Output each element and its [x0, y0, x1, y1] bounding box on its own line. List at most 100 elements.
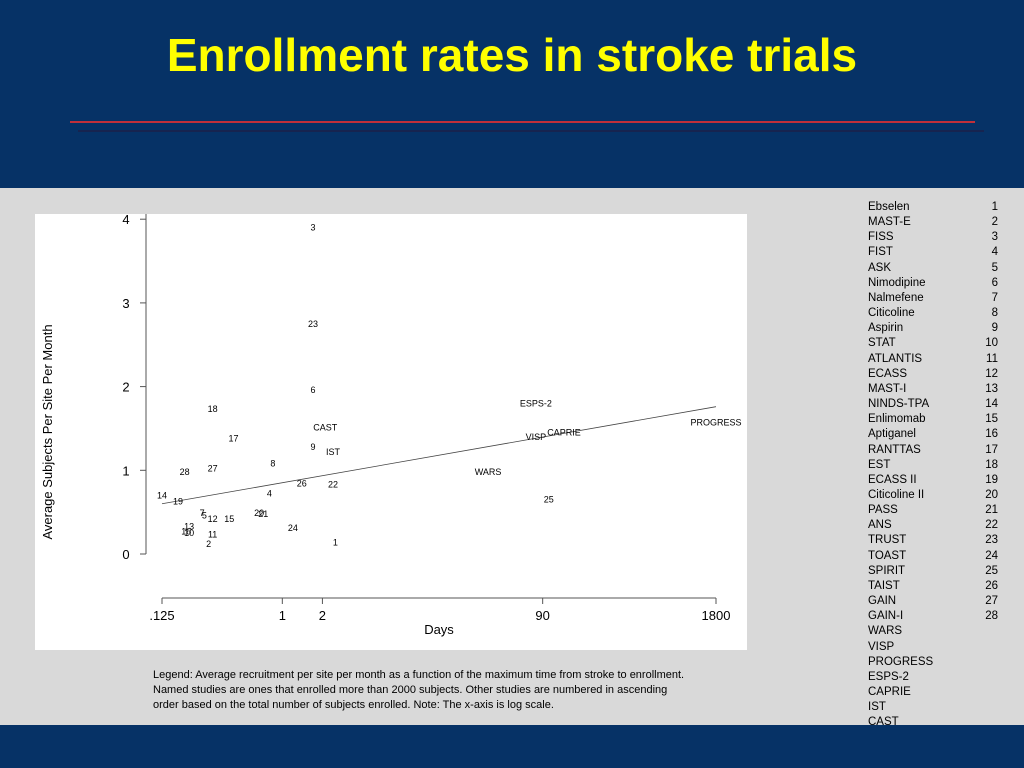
trend-line [161, 406, 717, 505]
data-point-label: 16 [181, 526, 191, 536]
legend-study-name: NINDS-TPA [868, 398, 930, 411]
data-point-label: 25 [544, 495, 554, 505]
legend-study-name: RANTTAS [868, 443, 921, 456]
legend-study-name: MAST-I [868, 382, 907, 395]
legend-study-name: Citicoline II [868, 488, 925, 501]
legend-study-name: Enlimomab [868, 413, 926, 426]
legend-study-name: ASK [868, 261, 892, 274]
legend-named-study: CAPRIE [868, 686, 911, 698]
legend-study-name: Nalmefene [868, 291, 924, 304]
legend-row: Ebselen 1 [868, 200, 998, 215]
legend-study-name: Nimodipine [868, 276, 926, 289]
legend-row: FIST 4 [868, 245, 998, 260]
y-tick-label: 1 [122, 463, 129, 478]
legend-study-name: EST [868, 458, 891, 471]
y-tick-label: 3 [122, 296, 129, 311]
legend-row: PASS 21 [868, 503, 998, 518]
data-point-label: 18 [208, 404, 218, 414]
data-point-label: 14 [157, 490, 167, 500]
legend-study-number: 20 [985, 488, 998, 501]
legend-row: FISS 3 [868, 230, 998, 245]
data-point-label: 23 [308, 319, 318, 329]
legend-study-number: 3 [991, 231, 998, 244]
legend-study-number: 19 [985, 473, 998, 486]
x-tick-label: 1800 [702, 608, 731, 623]
legend-study-name: FIST [868, 246, 893, 259]
slide-title: Enrollment rates in stroke trials [166, 29, 858, 81]
legend-study-name: SPIRIT [868, 564, 906, 577]
legend-study-name: Citicoline [868, 307, 915, 320]
legend-study-number: 14 [985, 398, 998, 411]
study-legend: Ebselen 1 MAST-E 2 FISS 3 FIST 4 ASK 5 Nimodipine 6… [868, 200, 998, 730]
legend-row: ATLANTIS 11 [868, 352, 998, 367]
legend-study-number: 22 [985, 519, 998, 532]
legend-row: NINDS-TPA 14 [868, 397, 998, 412]
legend-row: GAIN 27 [868, 594, 998, 609]
x-tick-label: 1 [279, 608, 286, 623]
data-point-label: 5 [202, 510, 207, 520]
data-point-label: PROGRESS [690, 418, 741, 428]
y-tick-label: 0 [122, 547, 129, 562]
legend-row: Aspirin 9 [868, 321, 998, 336]
y-tick-label: 2 [122, 380, 129, 395]
legend-row: Citicoline 8 [868, 306, 998, 321]
legend-row: SPIRIT 25 [868, 564, 998, 579]
data-point-label: 17 [228, 433, 238, 443]
legend-study-number: 26 [985, 579, 998, 592]
legend-study-number: 24 [985, 549, 998, 562]
legend-study-name: PASS [868, 504, 898, 517]
data-point-label: CAST [313, 423, 338, 433]
legend-row: ECASS II 19 [868, 473, 998, 488]
legend-row: TRUST 23 [868, 533, 998, 548]
legend-study-number: 28 [985, 610, 998, 623]
legend-study-name: ANS [868, 519, 892, 532]
legend-study-number: 6 [991, 276, 998, 289]
data-point-label: 27 [208, 464, 218, 474]
legend-study-name: GAIN-I [868, 610, 904, 623]
legend-row: Citicoline II 20 [868, 488, 998, 503]
legend-row: ANS 22 [868, 518, 998, 533]
caption-line: Legend: Average recruitment per site per… [153, 669, 685, 681]
legend-study-name: ATLANTIS [868, 352, 923, 365]
legend-study-number: 15 [985, 413, 998, 426]
legend-study-number: 1 [991, 201, 998, 213]
legend-study-number: 23 [985, 534, 998, 547]
data-point-label: 24 [288, 523, 298, 533]
legend-study-number: 8 [991, 307, 998, 320]
legend-row: ASK 5 [868, 261, 998, 276]
y-axis-label: Average Subjects Per Site Per Month [40, 324, 55, 539]
legend-row: Nalmefene 7 [868, 291, 998, 306]
data-point-label: 12 [208, 514, 218, 524]
legend-named-study: IST [868, 701, 886, 714]
legend-row: ECASS 12 [868, 367, 998, 382]
data-point-label: 13 [184, 521, 194, 531]
legend-named-study: WARS [868, 625, 903, 638]
title-rule-red [70, 121, 975, 123]
legend-study-name: GAIN [868, 595, 897, 608]
legend-study-name: ECASS II [868, 473, 917, 486]
legend-row: Aptiganel 16 [868, 427, 998, 442]
legend-study-number: 16 [985, 428, 998, 441]
legend-study-number: 21 [985, 504, 998, 517]
legend-study-name: TAIST [868, 579, 900, 592]
legend-study-number: 7 [991, 291, 998, 304]
data-point-label: 8 [270, 459, 275, 469]
footer-bar [0, 725, 1024, 768]
legend-study-number: 4 [991, 246, 998, 259]
legend-row: MAST-E 2 [868, 215, 998, 230]
title-banner: Enrollment rates in stroke trials [0, 0, 1024, 188]
legend-study-name: FISS [868, 231, 894, 244]
data-point-label: 3 [311, 223, 316, 233]
legend-row: Enlimomab 15 [868, 412, 998, 427]
legend-study-name: STAT [868, 337, 896, 350]
data-point-label: 9 [311, 442, 316, 452]
data-point-label: 21 [258, 509, 268, 519]
legend-row: TOAST 24 [868, 549, 998, 564]
legend-study-name: ECASS [868, 367, 907, 380]
data-point-label: 7 [200, 508, 205, 518]
legend-study-number: 18 [985, 458, 998, 471]
legend-row: EST 18 [868, 458, 998, 473]
legend-study-number: 9 [991, 322, 998, 335]
data-point-label: 20 [254, 508, 264, 518]
